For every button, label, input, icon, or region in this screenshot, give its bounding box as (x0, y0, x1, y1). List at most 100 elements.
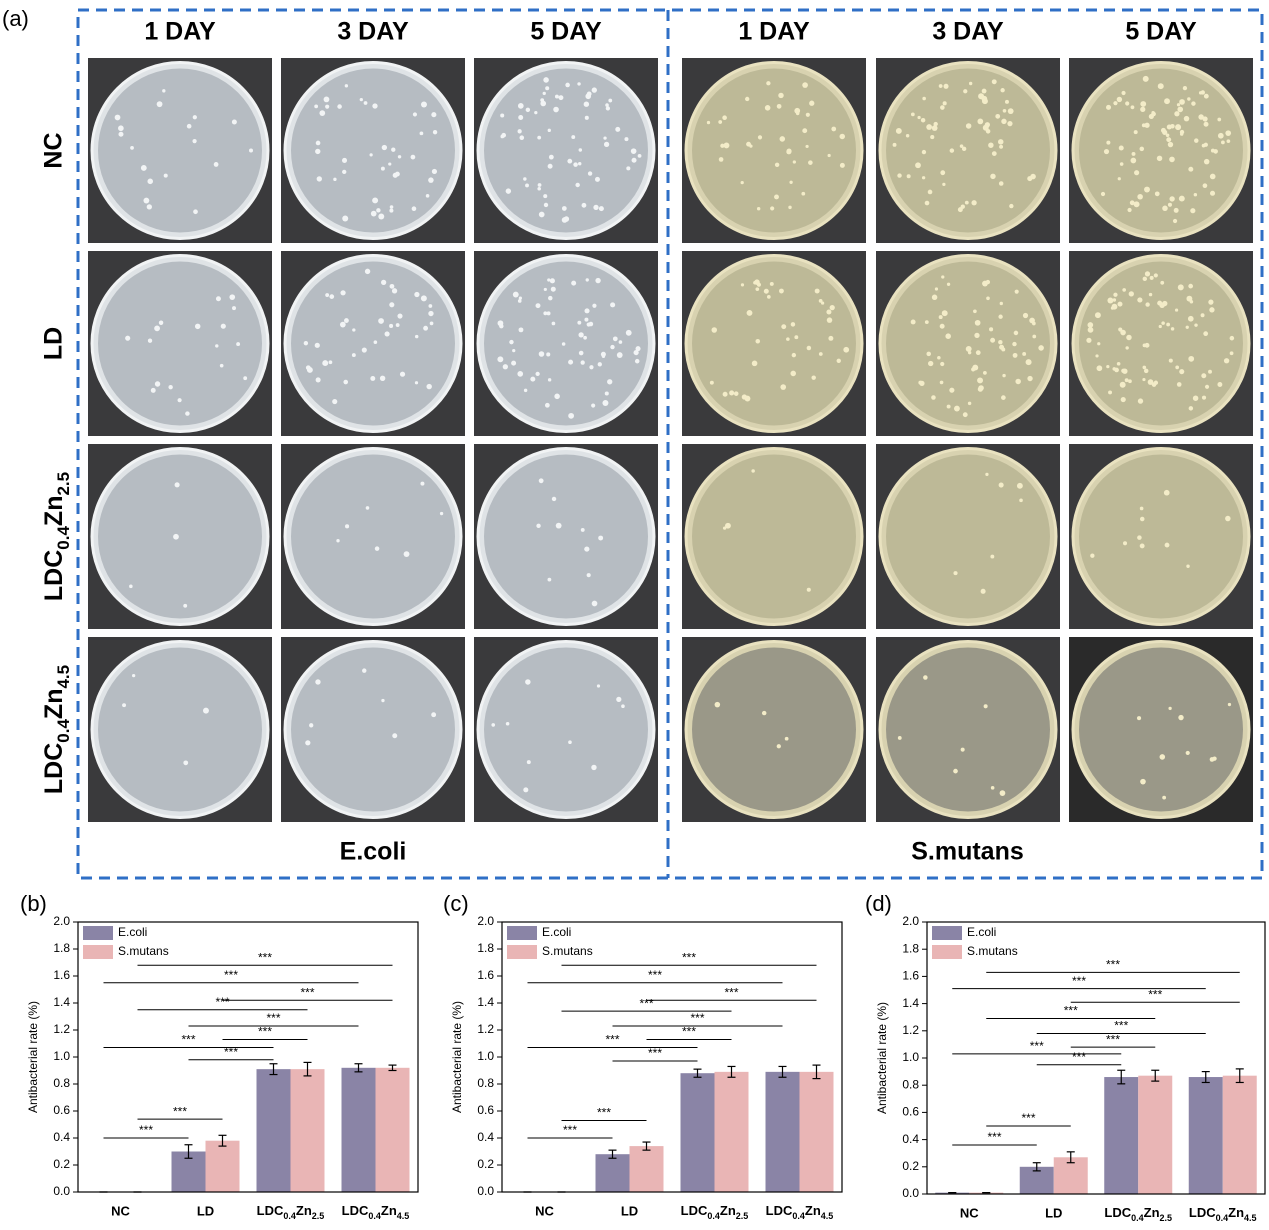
legend-swatch (507, 926, 537, 940)
colony (809, 100, 815, 106)
colony (431, 712, 437, 718)
colony (1170, 327, 1175, 331)
significance-label: *** (224, 968, 238, 982)
colony (786, 149, 792, 155)
x-tick-label: LDC0.4Zn4.5 (342, 1203, 410, 1221)
colony (1004, 99, 1009, 104)
colony (174, 482, 180, 488)
colony (344, 84, 349, 88)
colony (1136, 716, 1142, 721)
colony (1187, 97, 1191, 101)
colony (964, 200, 969, 205)
colony (420, 101, 427, 108)
colony (1113, 101, 1118, 106)
colony (725, 522, 731, 529)
significance-label: *** (1106, 1032, 1120, 1046)
colony (1177, 284, 1184, 291)
bar (765, 1071, 800, 1192)
colony (423, 325, 429, 331)
colony (1162, 795, 1167, 800)
colony (213, 162, 219, 167)
colony (826, 309, 832, 315)
colony (147, 338, 153, 343)
bar (375, 1067, 410, 1192)
bar (595, 1154, 630, 1192)
petri-dish-agar (886, 68, 1050, 233)
colony (325, 104, 330, 109)
colony (428, 177, 434, 183)
colony (183, 603, 188, 608)
colony (373, 340, 378, 345)
colony (1178, 195, 1185, 202)
x-tick-label: LD (197, 1203, 214, 1218)
colony (1127, 207, 1132, 213)
colony (379, 375, 386, 382)
colony (585, 278, 589, 282)
colony (1187, 315, 1194, 322)
y-tick-label: 2.0 (477, 914, 494, 928)
colony (215, 344, 219, 348)
significance-label: *** (300, 985, 314, 999)
colony (943, 83, 949, 89)
colony (1125, 346, 1129, 350)
y-tick-label: 0.0 (902, 1186, 919, 1200)
significance-label: *** (139, 1123, 153, 1137)
plot-frame (77, 921, 419, 1193)
colony (949, 387, 955, 393)
group-label: S.mutans (911, 838, 1024, 866)
colony (1129, 200, 1135, 206)
colony (1016, 482, 1023, 489)
colony (537, 186, 541, 191)
colony (391, 147, 396, 152)
petri-dish-agar (484, 647, 648, 812)
colony (530, 376, 536, 382)
colony (1188, 355, 1195, 362)
colony (770, 206, 775, 211)
colony (999, 301, 1003, 306)
colony (1185, 325, 1189, 329)
colony (1172, 218, 1178, 224)
bar (256, 1069, 291, 1192)
row-label: NC (40, 132, 68, 168)
y-tick-label: 0.8 (53, 1076, 70, 1090)
colony (1225, 515, 1231, 522)
petri-dish-agar (692, 261, 856, 426)
colony (517, 371, 524, 377)
colony (906, 174, 911, 179)
colony (547, 163, 553, 169)
colony (432, 129, 438, 135)
bar (629, 1146, 664, 1192)
colony (580, 527, 585, 532)
colony (1166, 124, 1172, 130)
bar (205, 1140, 240, 1192)
colony (509, 339, 514, 345)
colony (1226, 139, 1231, 144)
colony (711, 327, 718, 333)
colony (1148, 292, 1153, 297)
colony (1168, 706, 1172, 711)
colony (729, 390, 735, 396)
colony (573, 162, 578, 167)
colony (1203, 142, 1208, 147)
colony (605, 103, 609, 107)
y-tick-label: 2.0 (53, 914, 70, 928)
colony (389, 208, 394, 213)
colony (998, 314, 1003, 319)
colony (1165, 133, 1170, 138)
colony (1116, 96, 1123, 103)
y-axis-title: Antibacterial rate (%) (26, 1001, 40, 1113)
colony (1213, 149, 1218, 154)
colony (150, 387, 156, 393)
colony (588, 321, 594, 327)
colony (942, 182, 946, 187)
colony (919, 380, 925, 387)
colony (826, 317, 833, 323)
colony (568, 359, 574, 365)
colony (381, 279, 387, 286)
colony (1112, 298, 1117, 302)
colony (314, 342, 320, 348)
colony (764, 105, 771, 111)
colony (1130, 157, 1137, 164)
colony (959, 144, 964, 148)
colony (1130, 105, 1135, 110)
